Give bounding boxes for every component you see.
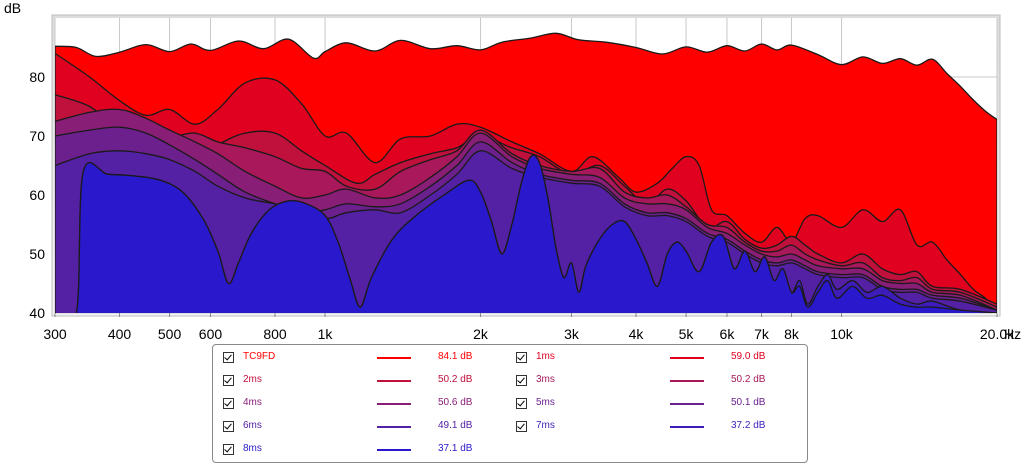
legend-item-7ms: 7ms 37.2 dB [516,419,796,435]
legend-item-8ms: 8ms 37.1 dB [223,442,503,458]
legend-series-name: 5ms [536,397,555,408]
x-tick-label: 3k [564,326,580,342]
legend-series-name: 3ms [536,374,555,385]
legend-series-value: 37.2 dB [731,420,766,431]
legend-series-name: 7ms [536,420,555,431]
legend-line-swatch [377,357,411,359]
legend-series-name: 4ms [243,397,262,408]
y-tick-label: 40 [29,305,45,321]
legend-line-swatch [377,403,411,405]
x-tick-label: 400 [108,326,132,342]
x-axis: 300 400 500 600 800 1k 2k 3k 4k 5k 6k 7k 8k 10k 20.0k [43,313,1015,342]
x-tick-label: 7k [754,326,770,342]
legend-checkbox[interactable] [516,352,527,363]
x-tick-label: 10k [830,326,854,342]
x-tick-label: 300 [43,326,67,342]
legend-series-value: 50.2 dB [731,374,766,385]
legend-series-name: 8ms [243,443,262,454]
legend-line-swatch [670,403,704,405]
legend-checkbox[interactable] [223,352,234,363]
y-axis: 40 50 60 70 80 [29,69,45,321]
legend-checkbox[interactable] [223,421,234,432]
legend-item-3ms: 3ms 50.2 dB [516,373,796,389]
legend-series-value: 50.6 dB [438,397,473,408]
y-tick-label: 60 [29,187,45,203]
legend-item-1ms: 1ms 59.0 dB [516,350,796,366]
x-tick-label: 5k [679,326,695,342]
legend-checkbox[interactable] [223,398,234,409]
legend-series-name: 1ms [536,351,555,362]
x-tick-label: 600 [199,326,223,342]
x-tick-label: 2k [473,326,489,342]
x-tick-label: 800 [263,326,287,342]
legend-line-swatch [670,357,704,359]
legend-series-value: 50.2 dB [438,374,473,385]
y-tick-label: 80 [29,69,45,85]
legend-series-name: 2ms [243,374,262,385]
legend-line-swatch [670,426,704,428]
legend-line-swatch [377,449,411,451]
legend-series-value: 49.1 dB [438,420,473,431]
series-areas [55,32,997,313]
legend-series-value: 84.1 dB [438,351,473,362]
legend-series-name: TC9FD [243,351,276,362]
y-axis-label: dB [4,0,21,16]
legend-checkbox[interactable] [223,375,234,386]
x-tick-label: 1k [318,326,334,342]
legend: TC9FD 84.1 dB 1ms 59.0 dB 2ms 50.2 dB 3ms 50.2 … [212,344,808,463]
legend-item-5ms: 5ms 50.1 dB [516,396,796,412]
x-tick-label: 4k [629,326,645,342]
legend-series-name: 6ms [243,420,262,431]
legend-checkbox[interactable] [516,398,527,409]
legend-series-value: 50.1 dB [731,397,766,408]
x-tick-label: 6k [720,326,736,342]
y-tick-label: 50 [29,246,45,262]
x-tick-label: 20.0k [980,326,1015,342]
legend-checkbox[interactable] [223,444,234,455]
x-tick-label: 8k [784,326,800,342]
legend-line-swatch [377,380,411,382]
legend-line-swatch [377,426,411,428]
legend-checkbox[interactable] [516,375,527,386]
legend-series-value: 59.0 dB [731,351,766,362]
x-tick-label: 500 [158,326,182,342]
legend-item-4ms: 4ms 50.6 dB [223,396,503,412]
legend-series-value: 37.1 dB [438,443,473,454]
series-area-8ms [55,154,997,313]
frequency-response-chart: 40 50 60 70 80 300 400 500 600 800 1k 2k 3k 4k 5k 6k 7k… [4,0,1021,342]
legend-line-swatch [670,380,704,382]
legend-item-2ms: 2ms 50.2 dB [223,373,503,389]
x-axis-label: Hz [1004,326,1021,342]
legend-item-6ms: 6ms 49.1 dB [223,419,503,435]
legend-checkbox[interactable] [516,421,527,432]
legend-item-tc9fd: TC9FD 84.1 dB [223,350,503,366]
y-tick-label: 70 [29,128,45,144]
